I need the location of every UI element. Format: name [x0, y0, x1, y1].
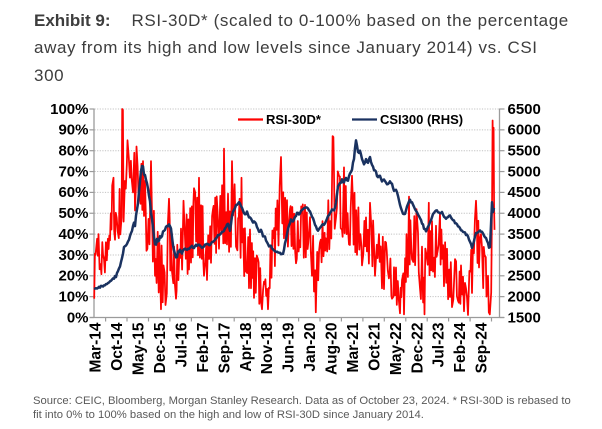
- svg-text:CSI300 (RHS): CSI300 (RHS): [380, 112, 463, 127]
- svg-text:60%: 60%: [58, 184, 88, 201]
- svg-text:Sep-24: Sep-24: [474, 322, 491, 373]
- svg-text:RSI-30D*: RSI-30D*: [266, 112, 322, 127]
- svg-text:1500: 1500: [508, 309, 541, 326]
- svg-text:May-15: May-15: [131, 322, 148, 375]
- svg-text:Feb-24: Feb-24: [452, 322, 469, 372]
- svg-text:100%: 100%: [50, 101, 88, 118]
- svg-text:5500: 5500: [508, 143, 541, 160]
- svg-text:40%: 40%: [58, 226, 88, 243]
- svg-text:Feb-17: Feb-17: [195, 323, 212, 373]
- svg-text:Mar-14: Mar-14: [88, 322, 105, 372]
- svg-text:20%: 20%: [58, 268, 88, 285]
- svg-text:Sep-17: Sep-17: [216, 323, 233, 374]
- svg-text:Dec-15: Dec-15: [152, 322, 169, 373]
- svg-text:May-22: May-22: [388, 323, 405, 376]
- svg-text:Jun-19: Jun-19: [281, 322, 298, 372]
- svg-text:Apr-18: Apr-18: [238, 322, 255, 371]
- svg-text:4000: 4000: [508, 205, 541, 222]
- svg-text:0%: 0%: [67, 309, 89, 326]
- svg-text:Jan-20: Jan-20: [302, 323, 319, 372]
- svg-text:4500: 4500: [508, 184, 541, 201]
- svg-text:90%: 90%: [58, 122, 88, 139]
- svg-text:30%: 30%: [58, 247, 88, 264]
- svg-text:3000: 3000: [508, 247, 541, 264]
- svg-text:Jul-23: Jul-23: [431, 322, 448, 367]
- svg-text:Nov-18: Nov-18: [259, 322, 276, 374]
- svg-text:10%: 10%: [58, 288, 88, 305]
- svg-text:6000: 6000: [508, 122, 541, 139]
- svg-text:Mar-21: Mar-21: [345, 322, 362, 372]
- svg-text:Jul-16: Jul-16: [174, 322, 191, 367]
- svg-text:70%: 70%: [58, 163, 88, 180]
- svg-text:2000: 2000: [508, 288, 541, 305]
- svg-text:Dec-22: Dec-22: [409, 323, 426, 374]
- svg-text:2500: 2500: [508, 268, 541, 285]
- svg-text:80%: 80%: [58, 143, 88, 160]
- svg-text:6500: 6500: [508, 101, 541, 118]
- svg-text:5000: 5000: [508, 163, 541, 180]
- svg-text:Oct-21: Oct-21: [366, 322, 383, 371]
- svg-text:3500: 3500: [508, 226, 541, 243]
- svg-text:50%: 50%: [58, 205, 88, 222]
- svg-text:Aug-20: Aug-20: [324, 323, 341, 376]
- svg-text:Oct-14: Oct-14: [109, 322, 126, 371]
